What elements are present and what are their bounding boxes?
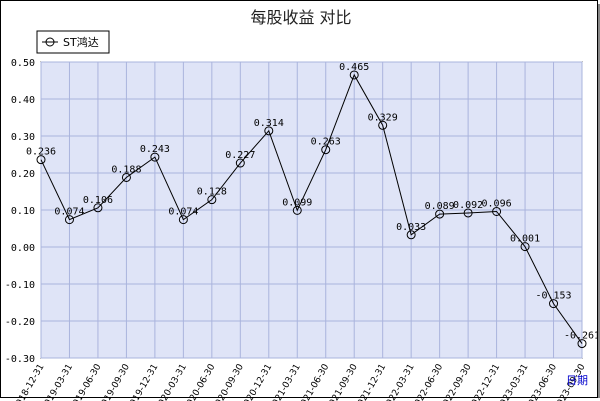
data-label: -0.261 [564,331,600,342]
y-tick-label: -0.20 [5,317,35,328]
data-label: 0.096 [482,198,512,209]
y-tick-label: 0.30 [11,132,35,143]
data-label: 0.314 [254,118,284,129]
y-tick-label: -0.10 [5,280,35,291]
y-tick-label: 0.20 [11,169,35,180]
data-label: 0.128 [197,187,227,198]
y-tick-label: -0.30 [5,354,35,365]
data-label: 0.465 [339,62,369,73]
data-label: 0.236 [26,147,56,158]
data-label: 0.106 [83,195,113,206]
data-label: 0.092 [453,200,483,211]
data-label: 0.074 [54,207,84,218]
data-label: 0.227 [225,150,255,161]
x-axis-ticks: 2018-12-312019-03-312019-06-302019-09-30… [12,362,588,401]
data-label: 0.329 [368,112,398,123]
data-label: 0.263 [311,137,341,148]
chart-title: 每股收益 对比 [250,8,351,27]
data-label: -0.153 [535,291,571,302]
y-tick-label: 0.50 [11,58,35,69]
data-label: 0.243 [140,144,170,155]
data-label: 0.099 [282,197,312,208]
data-label: 0.089 [425,201,455,212]
y-tick-label: 0.00 [11,243,35,254]
y-tick-label: 0.10 [11,206,35,217]
x-tick-label: 2018-12-31 [12,363,47,401]
data-label: 0.001 [510,234,540,245]
legend: ST鸿达 [37,31,109,53]
x-axis-unit-label: 日期 [566,374,588,387]
y-axis-ticks: 0.50 0.40 0.30 0.20 0.10 0.00 -0.10 -0.20 -0.30 [5,58,35,365]
data-label: 0.074 [168,207,198,218]
data-label: 0.033 [396,222,426,233]
y-tick-label: 0.40 [11,95,35,106]
legend-entry-label: ST鸿达 [63,35,99,49]
data-label: 0.188 [111,164,141,175]
